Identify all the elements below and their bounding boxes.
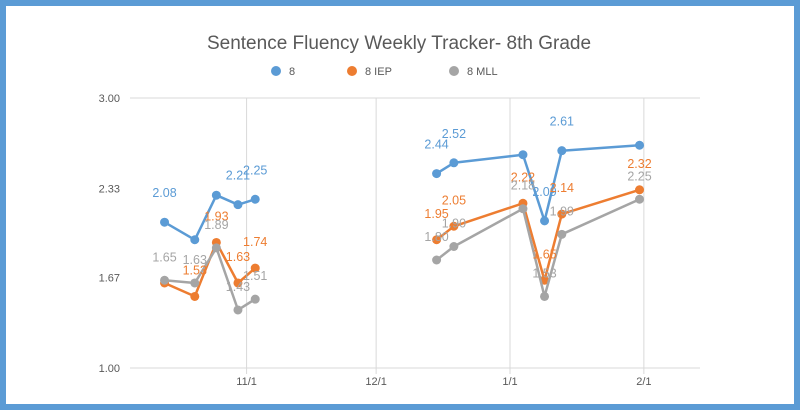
data-point bbox=[432, 235, 442, 245]
legend-item: 8 bbox=[271, 66, 295, 78]
data-label: 1.95 bbox=[424, 207, 448, 221]
y-tick-label: 2.33 bbox=[99, 183, 120, 195]
data-label: 2.61 bbox=[550, 115, 574, 129]
legend-item: 8 MLL bbox=[449, 66, 498, 78]
data-point bbox=[250, 294, 260, 304]
data-label: 1.65 bbox=[532, 247, 556, 261]
data-label: 1.65 bbox=[152, 250, 176, 264]
data-label: 1.51 bbox=[243, 269, 267, 283]
legend-item: 8 IEP bbox=[347, 66, 392, 78]
legend-marker bbox=[449, 66, 459, 76]
data-point bbox=[250, 194, 260, 204]
y-tick-label: 1.00 bbox=[99, 363, 120, 375]
y-axis-tick-labels: 1.00 1.67 2.33 3.00 bbox=[99, 93, 120, 375]
data-label: 1.80 bbox=[424, 230, 448, 244]
series-line-1 bbox=[435, 144, 640, 223]
x-axis-tick-labels: 11/1 12/1 1/1 2/1 bbox=[236, 376, 651, 388]
data-point bbox=[233, 278, 243, 288]
data-point bbox=[557, 229, 567, 239]
legend-marker bbox=[271, 66, 281, 76]
data-point bbox=[635, 185, 645, 195]
data-point bbox=[518, 150, 528, 160]
data-point bbox=[635, 194, 645, 204]
data-point bbox=[211, 190, 221, 200]
series-layer bbox=[160, 140, 645, 315]
data-label: 1.63 bbox=[183, 253, 207, 267]
data-point bbox=[250, 263, 260, 273]
data-label: 2.52 bbox=[442, 127, 466, 141]
x-tick-label: 1/1 bbox=[502, 376, 517, 388]
data-point bbox=[449, 158, 459, 168]
legend-label: 8 bbox=[289, 66, 295, 78]
data-point bbox=[211, 243, 221, 253]
data-label: 1.63 bbox=[226, 250, 250, 264]
data-label: 1.74 bbox=[243, 235, 267, 249]
data-point bbox=[160, 217, 170, 227]
data-label: 1.53 bbox=[183, 263, 207, 277]
x-tick-label: 11/1 bbox=[236, 376, 257, 388]
data-label: 2.18 bbox=[511, 179, 535, 193]
data-label: 2.25 bbox=[627, 169, 651, 183]
y-tick-label: 1.67 bbox=[99, 273, 120, 285]
data-point bbox=[233, 305, 243, 315]
data-point bbox=[190, 278, 200, 288]
data-label: 1.43 bbox=[226, 280, 250, 294]
data-point bbox=[557, 146, 567, 156]
data-point bbox=[540, 216, 550, 226]
data-label: 1.93 bbox=[204, 209, 228, 223]
data-label: 1.89 bbox=[204, 218, 228, 232]
legend-marker bbox=[347, 66, 357, 76]
data-label: 1.99 bbox=[550, 204, 574, 218]
data-point bbox=[233, 200, 243, 210]
data-label: 2.44 bbox=[424, 138, 448, 152]
legend-label: 8 IEP bbox=[365, 66, 392, 78]
data-point bbox=[540, 291, 550, 301]
data-label: 1.90 bbox=[442, 217, 466, 231]
data-label: 2.08 bbox=[152, 186, 176, 200]
data-label: 2.14 bbox=[550, 181, 574, 195]
data-point bbox=[557, 209, 567, 219]
data-label: 1.53 bbox=[532, 266, 556, 280]
legend: 8 8 IEP 8 MLL bbox=[271, 66, 498, 78]
x-tick-label: 2/1 bbox=[636, 376, 651, 388]
data-point bbox=[449, 221, 459, 231]
data-label: 2.32 bbox=[627, 157, 651, 171]
data-label: 2.09 bbox=[532, 185, 556, 199]
data-label: 2.25 bbox=[243, 163, 267, 177]
data-point bbox=[518, 204, 528, 214]
data-point bbox=[635, 140, 645, 150]
data-point bbox=[432, 255, 442, 265]
data-point bbox=[432, 169, 442, 179]
data-point bbox=[449, 242, 459, 251]
data-labels: 2.082.212.252.442.522.092.611.531.931.63… bbox=[152, 115, 651, 294]
grid bbox=[130, 97, 700, 374]
legend-label: 8 MLL bbox=[467, 66, 498, 78]
y-tick-label: 3.00 bbox=[99, 93, 120, 105]
data-label: 2.05 bbox=[442, 193, 466, 207]
x-tick-label: 12/1 bbox=[365, 376, 386, 388]
data-point bbox=[190, 235, 200, 245]
chart-title: Sentence Fluency Weekly Tracker- 8th Gra… bbox=[207, 33, 591, 54]
data-label: 2.22 bbox=[511, 170, 535, 184]
data-label: 2.21 bbox=[226, 169, 250, 183]
data-point bbox=[190, 291, 200, 301]
data-point bbox=[160, 275, 170, 285]
